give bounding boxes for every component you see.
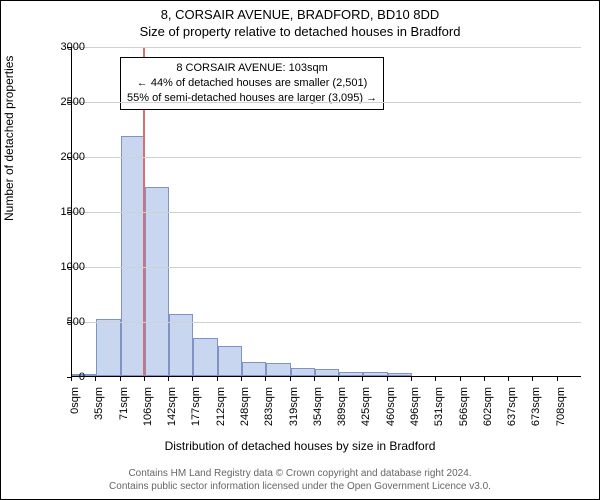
x-tick: [241, 377, 242, 381]
x-tick-label: 602sqm: [482, 387, 494, 431]
y-axis-label: Number of detached properties: [2, 56, 16, 221]
x-tick: [168, 377, 169, 381]
y-tick-label: 2000: [61, 151, 85, 163]
y-gridline: [72, 322, 581, 323]
histogram-bar: [121, 136, 145, 376]
x-tick-label: 248sqm: [239, 387, 251, 431]
histogram-bar: [291, 368, 315, 376]
x-tick-label: 566sqm: [458, 387, 470, 431]
histogram-bar: [242, 362, 266, 376]
x-tick-label: 142sqm: [166, 387, 178, 431]
x-tick-label: 0sqm: [69, 387, 81, 431]
footer-line1: Contains HM Land Registry data © Crown c…: [11, 467, 589, 480]
x-tick: [338, 377, 339, 381]
footer-line2: Contains public sector information licen…: [11, 480, 589, 493]
x-tick: [71, 377, 72, 381]
x-tick-label: 673sqm: [530, 387, 542, 431]
y-gridline: [72, 157, 581, 158]
x-tick-label: 637sqm: [506, 387, 518, 431]
x-tick: [435, 377, 436, 381]
histogram-bar: [96, 319, 120, 376]
y-tick-label: 1500: [61, 206, 85, 218]
x-tick: [387, 377, 388, 381]
x-tick-label: 460sqm: [385, 387, 397, 431]
histogram-bar: [145, 187, 169, 376]
y-tick-label: 0: [79, 371, 85, 383]
x-tick: [411, 377, 412, 381]
x-tick-label: 283sqm: [263, 387, 275, 431]
histogram-bar: [169, 314, 193, 376]
histogram-bar: [266, 363, 290, 376]
x-tick-label: 71sqm: [118, 387, 130, 431]
x-tick: [290, 377, 291, 381]
footer-attribution: Contains HM Land Registry data © Crown c…: [11, 467, 589, 493]
chart-title-line2: Size of property relative to detached ho…: [1, 24, 599, 39]
x-tick: [532, 377, 533, 381]
histogram-bar: [315, 369, 339, 376]
y-gridline: [72, 212, 581, 213]
x-tick-label: 354sqm: [312, 387, 324, 431]
x-tick: [508, 377, 509, 381]
x-tick: [362, 377, 363, 381]
plot-area: 8 CORSAIR AVENUE: 103sqm ← 44% of detach…: [71, 47, 581, 377]
y-gridline: [72, 102, 581, 103]
y-tick-label: 3000: [61, 41, 85, 53]
y-tick-label: 500: [67, 316, 85, 328]
annotation-line1: 8 CORSAIR AVENUE: 103sqm: [127, 61, 377, 76]
x-tick: [265, 377, 266, 381]
x-tick: [314, 377, 315, 381]
x-tick-label: 496sqm: [409, 387, 421, 431]
x-tick-label: 708sqm: [555, 387, 567, 431]
x-tick-label: 425sqm: [360, 387, 372, 431]
x-tick: [484, 377, 485, 381]
x-tick: [460, 377, 461, 381]
x-tick: [217, 377, 218, 381]
x-tick-label: 531sqm: [433, 387, 445, 431]
x-tick-label: 106sqm: [142, 387, 154, 431]
x-tick: [144, 377, 145, 381]
x-tick: [95, 377, 96, 381]
x-tick: [192, 377, 193, 381]
y-gridline: [72, 47, 581, 48]
x-tick: [557, 377, 558, 381]
y-gridline: [72, 267, 581, 268]
x-tick-label: 177sqm: [190, 387, 202, 431]
histogram-bar: [363, 372, 387, 376]
chart-title-line1: 8, CORSAIR AVENUE, BRADFORD, BD10 8DD: [1, 7, 599, 22]
x-tick: [120, 377, 121, 381]
x-tick-label: 319sqm: [288, 387, 300, 431]
x-tick-label: 389sqm: [336, 387, 348, 431]
annotation-line2: ← 44% of detached houses are smaller (2,…: [127, 76, 377, 91]
histogram-bar: [193, 338, 217, 377]
y-tick-label: 2500: [61, 96, 85, 108]
histogram-bar: [218, 346, 242, 376]
x-axis-label: Distribution of detached houses by size …: [1, 439, 599, 453]
figure-container: 8, CORSAIR AVENUE, BRADFORD, BD10 8DD Si…: [0, 0, 600, 500]
x-tick-label: 212sqm: [215, 387, 227, 431]
histogram-bar: [388, 373, 412, 376]
x-tick-label: 35sqm: [93, 387, 105, 431]
histogram-bar: [339, 372, 363, 376]
annotation-line3: 55% of semi-detached houses are larger (…: [127, 91, 377, 106]
y-tick-label: 1000: [61, 261, 85, 273]
